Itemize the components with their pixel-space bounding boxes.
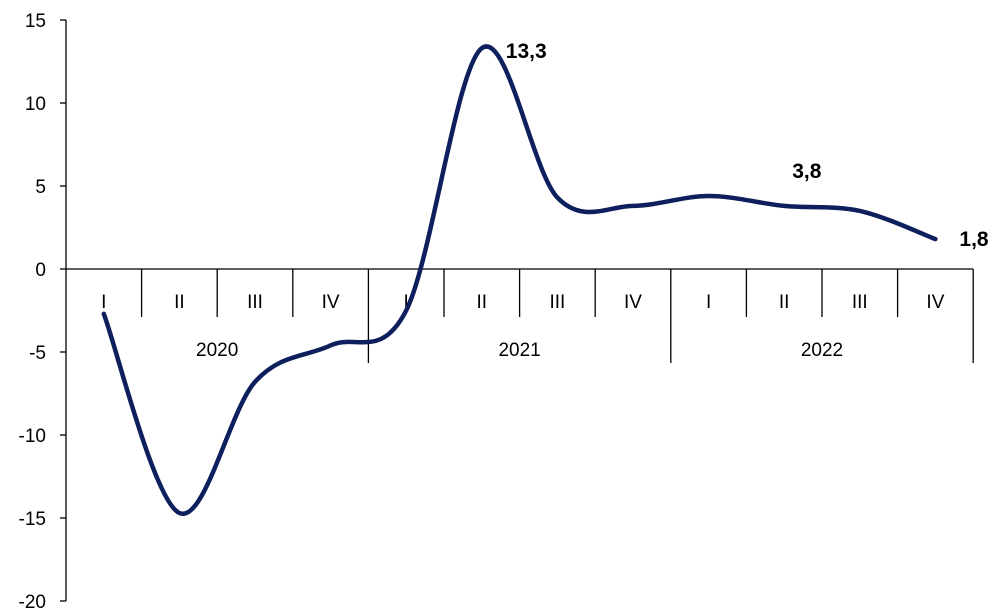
y-tick-label: -10 — [19, 426, 46, 447]
y-axis: 15 10 5 0 -5 -10 -15 -20 — [19, 11, 67, 609]
year-label: 2020 — [196, 340, 238, 361]
quarter-label: I — [404, 292, 409, 313]
y-tick-label: 5 — [35, 177, 46, 198]
quarter-label: IV — [624, 292, 642, 313]
y-tick-label: -15 — [19, 509, 46, 530]
year-label: 2022 — [801, 340, 843, 361]
data-labels: 13,3 3,8 1,8 — [506, 40, 989, 251]
quarter-label: II — [174, 292, 185, 313]
quarter-label: I — [706, 292, 711, 313]
quarter-label: II — [779, 292, 790, 313]
y-tick-label: -20 — [19, 592, 46, 609]
y-tick-label: 15 — [25, 11, 46, 32]
series-group — [101, 44, 938, 516]
series-line — [101, 44, 938, 516]
quarter-label: I — [101, 292, 106, 313]
data-label: 1,8 — [959, 228, 989, 251]
y-tick-label: 10 — [25, 94, 46, 115]
quarter-label: III — [852, 292, 868, 313]
y-tick-label: -5 — [29, 343, 46, 364]
data-label: 13,3 — [506, 40, 547, 63]
quarter-label: III — [549, 292, 565, 313]
year-label: 2021 — [498, 340, 540, 361]
quarter-label: III — [247, 292, 263, 313]
data-label: 3,8 — [792, 160, 822, 183]
quarter-label: II — [477, 292, 488, 313]
quarter-label: IV — [322, 292, 340, 313]
y-tick-label: 0 — [35, 260, 46, 281]
quarter-label: IV — [926, 292, 944, 313]
